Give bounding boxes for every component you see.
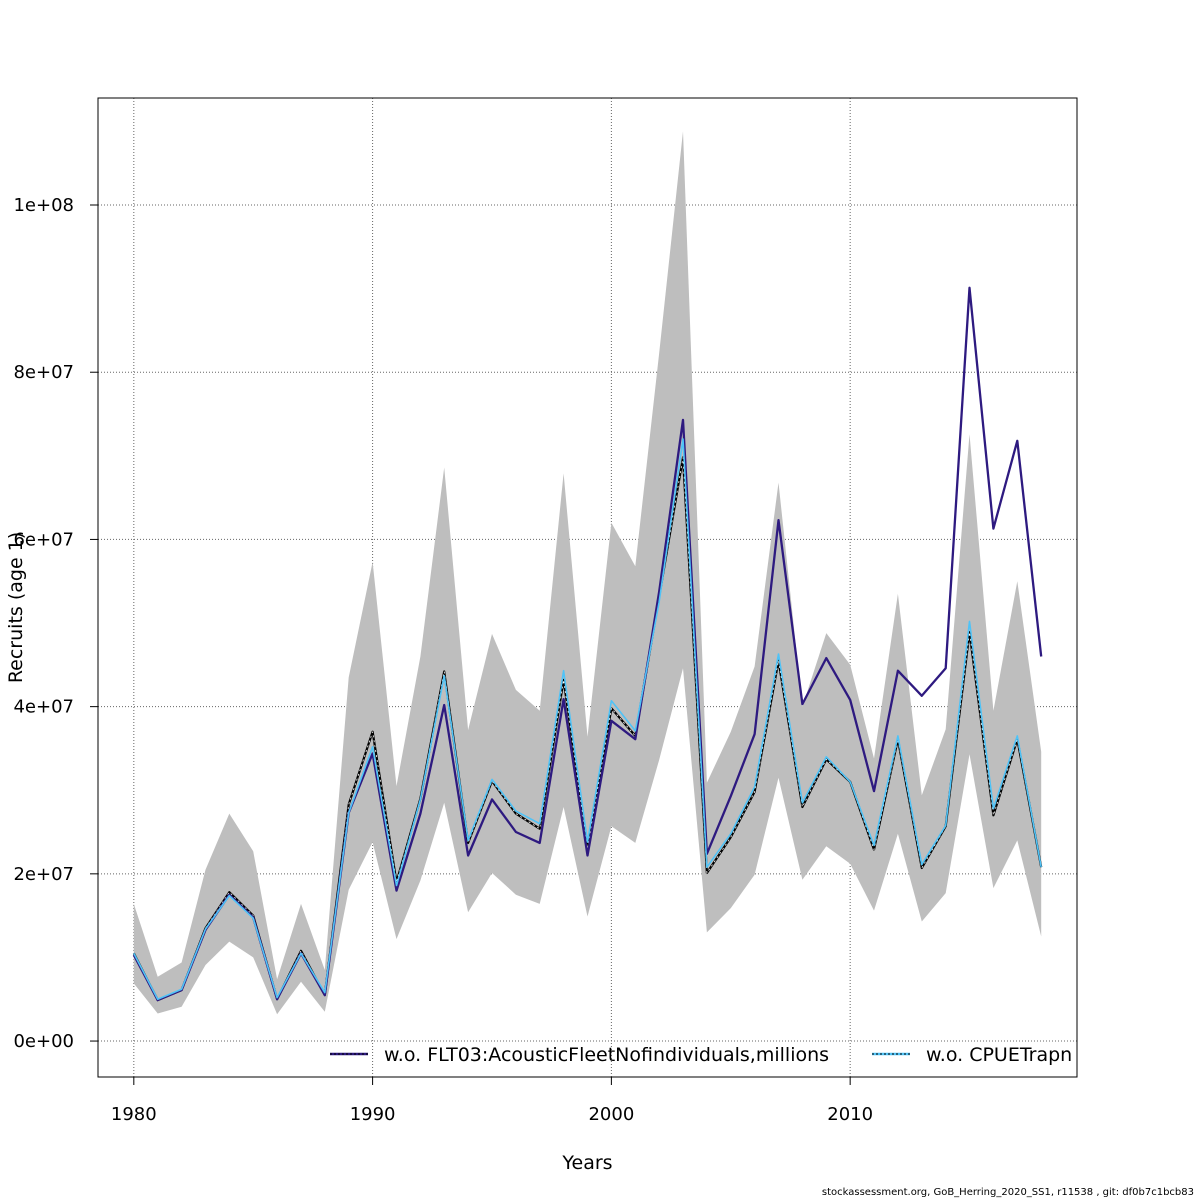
confidence-band xyxy=(133,131,1042,1015)
y-axis-title: Recruits (age 1) xyxy=(5,532,27,683)
legend-label-2: w.o. CPUETrapn xyxy=(926,1044,1072,1066)
y-tick-label-4: 8e+07 xyxy=(13,362,74,383)
x-tick-label-2010: 2010 xyxy=(827,1104,873,1125)
x-tick-label-1980: 1980 xyxy=(111,1104,157,1125)
legend-label-1: w.o. FLT03:AcousticFleetNofindividuals,m… xyxy=(384,1044,829,1066)
x-tick-label-1990: 1990 xyxy=(350,1104,396,1125)
legend: w.o. FLT03:AcousticFleetNofindividuals,m… xyxy=(330,1044,1072,1066)
series-line-2 xyxy=(133,438,1042,1001)
x-axis: 1980 1990 2000 2010 xyxy=(111,1076,873,1125)
y-tick-label-2: 4e+07 xyxy=(13,697,74,718)
y-tick-label-1: 2e+07 xyxy=(13,864,74,885)
x-tick-label-2000: 2000 xyxy=(588,1104,634,1125)
y-tick-label-0: 0e+00 xyxy=(13,1031,74,1052)
footer-credit: stockassessment.org, GoB_Herring_2020_SS… xyxy=(821,1187,1194,1198)
y-axis: 0e+00 2e+07 4e+07 6e+07 8e+07 1e+08 xyxy=(13,195,99,1052)
y-tick-label-5: 1e+08 xyxy=(13,195,74,216)
confidence-band-group xyxy=(133,131,1042,1015)
x-axis-title: Years xyxy=(561,1152,612,1174)
y-tick-label-3: 6e+07 xyxy=(13,529,74,550)
series-lines-group xyxy=(132,286,1043,1002)
